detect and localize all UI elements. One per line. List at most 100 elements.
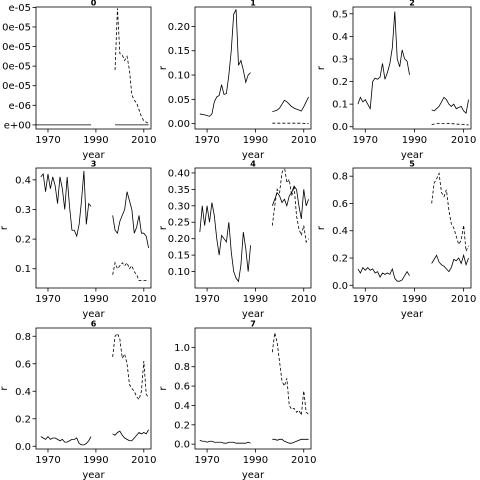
y-tick-label: 0.3 [332,54,348,65]
x-axis-label: year [82,309,105,320]
y-tick-label: 0e-05 [2,22,31,33]
y-tick-label: 0.40 [168,168,190,179]
y-tick-label: 0.1 [332,100,348,111]
axes-frame [194,167,312,289]
series-line-solid-2 [271,185,309,220]
x-tick-label: 2010 [291,135,316,146]
y-tick-label: 0.0 [15,442,31,453]
y-axis-label: r [316,65,327,70]
series-line-dashed-1 [431,122,469,126]
y-tick-label: 0.05 [168,95,190,106]
y-tick-label: 0.30 [168,201,190,212]
y-axis-label: r [158,386,169,391]
x-tick-label: 1970 [353,294,378,305]
series-line-solid-1 [357,11,410,111]
x-tick-label: 2010 [131,135,156,146]
series-line-solid-2 [112,191,149,249]
panel-title: 0 [91,0,97,8]
panel-6: 1970 1990 2010 0.0 0.2 0.4 0.6 0.8 6 year r [0,320,157,480]
x-tick-label: 2010 [291,455,316,466]
y-tick-label: 0.8 [15,332,31,343]
y-tick-label: 0.4 [332,32,348,43]
y-tick-label: 0e-05 [2,42,31,53]
y-tick-label: 0.2 [332,77,348,88]
x-tick-label: 1990 [243,455,268,466]
x-tick-label: 1990 [83,135,108,146]
y-tick-label: 0.1 [15,264,31,275]
x-axis-label: year [242,470,265,480]
y-tick-label: 0.10 [168,267,190,278]
series-line-solid-1 [199,439,251,444]
x-tick-label: 2010 [131,294,156,305]
axes-frame [35,327,152,450]
y-tick-label: 0.4 [15,387,31,398]
x-tick-label: 1970 [194,135,219,146]
y-axis-label: r [158,65,169,70]
panel-7: 1970 1990 2010 0.0 0.2 0.4 0.6 0.8 1.0 7 year r [158,320,316,480]
series-line-dashed-1 [112,261,149,281]
x-tick-label: 1970 [35,455,60,466]
panel-0: 1970 1990 2010e+00e-060e-050e-050e-050e-05… [2,0,156,161]
panel-title: 7 [250,320,256,329]
y-tick-label: 0.2 [15,414,31,425]
x-tick-label: 1990 [83,455,108,466]
y-axis-label: r [0,386,10,391]
panel-title: 6 [91,320,97,329]
y-tick-label: 0.15 [168,46,190,57]
y-tick-label: 0.6 [332,199,348,210]
series-line-solid-1 [357,266,410,282]
x-axis-label: year [401,150,424,161]
y-tick-label: 0.10 [168,71,190,82]
y-tick-label: 0.35 [168,185,190,196]
y-tick-label: 0.6 [15,359,31,370]
x-tick-label: 2010 [451,294,476,305]
x-tick-label: 1970 [35,135,60,146]
x-axis-label: year [82,470,105,480]
x-tick-label: 1990 [243,135,268,146]
axes-frame [352,167,472,289]
panel-title: 5 [409,160,415,169]
x-axis-label: year [401,309,424,320]
axes-frame [194,6,312,130]
series-line-solid-2 [431,253,469,273]
y-tick-label: 1.0 [174,343,190,354]
y-tick-label: 0.0 [332,122,348,133]
x-axis-label: year [242,150,265,161]
series-line-solid-1 [40,170,92,238]
panel-2: 1970 1990 2010 0.0 0.1 0.2 0.3 0.4 0.5 2 year r [316,0,476,161]
panel-3: 1970 1990 2010 0.1 0.2 0.3 0.4 3 year r [0,160,157,321]
y-tick-label: 0.2 [332,254,348,265]
y-tick-label: e+00 [4,120,31,131]
x-axis-label: year [82,150,105,161]
x-tick-label: 1970 [194,294,219,305]
x-tick-label: 1970 [353,135,378,146]
panel-title: 2 [409,0,415,8]
y-tick-label: 0.8 [174,362,190,373]
y-tick-label: 0.0 [332,281,348,292]
panel-title: 1 [250,0,256,8]
series-line-solid-1 [199,202,251,283]
panel-1: 1970 1990 2010 0.00 0.05 0.10 0.15 0.20 1 year r [158,0,316,161]
x-tick-label: 1990 [402,294,427,305]
series-line-solid-2 [272,438,309,444]
series-line-solid-2 [431,96,469,114]
y-tick-label: 0.4 [174,401,190,412]
y-tick-label: 0.2 [174,420,190,431]
x-tick-label: 2010 [291,294,316,305]
y-tick-label: 0e-05 [2,81,31,92]
x-tick-label: 2010 [131,455,156,466]
y-tick-label: 0.20 [168,22,190,33]
y-tick-label: 0.15 [168,251,190,262]
series-line-dashed-1 [271,332,309,417]
x-tick-label: 2010 [451,135,476,146]
x-tick-label: 1990 [83,294,108,305]
y-axis-label: r [0,225,10,230]
y-tick-label: 0.4 [332,226,348,237]
y-tick-label: e-05 [9,3,32,14]
series-line-dashed-1 [114,8,149,124]
y-tick-label: 0.20 [168,234,190,245]
y-tick-label: 0.0 [174,440,190,451]
x-tick-label: 1990 [243,294,268,305]
y-tick-label: 0.4 [15,175,31,186]
